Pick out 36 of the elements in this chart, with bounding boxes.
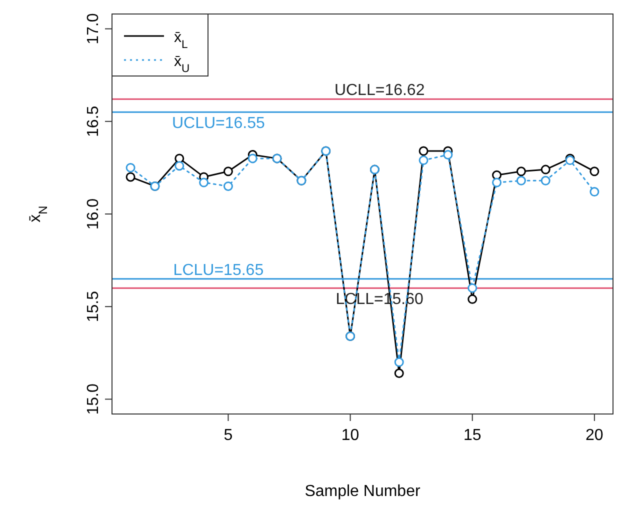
point: [492, 178, 502, 188]
point: [516, 166, 526, 176]
point: [394, 357, 404, 367]
point: [540, 176, 550, 186]
point: [468, 283, 478, 293]
point: [223, 166, 233, 176]
point: [126, 172, 136, 182]
ref-line-label: UCLL=16.62: [334, 82, 425, 100]
x-tick-label: 5: [224, 427, 233, 444]
point: [590, 187, 600, 197]
point: [174, 161, 184, 171]
x-tick-label: 10: [341, 427, 360, 444]
point: [516, 176, 526, 186]
legend-label: x̄$_{U}$: [174, 53, 190, 75]
ref-line-label: LCLU=15.65: [173, 262, 264, 279]
ref-line-label: UCLU=16.55: [172, 115, 266, 132]
point: [248, 154, 258, 164]
y-tick-label: 15.0: [85, 384, 102, 415]
point: [540, 164, 550, 174]
x-tick-label: 15: [463, 427, 482, 444]
point: [418, 146, 428, 156]
point: [223, 181, 233, 191]
y-tick-label: 16.5: [85, 106, 102, 137]
y-tick-label: 16.0: [85, 198, 102, 230]
point: [199, 178, 209, 188]
legend-label: x̄$_{L}$: [174, 29, 188, 51]
point: [590, 166, 600, 176]
point: [443, 150, 453, 160]
y-tick-label: 15.5: [85, 290, 102, 322]
point: [394, 368, 404, 378]
x-axis-title: Sample Number: [304, 483, 421, 500]
point: [468, 294, 478, 304]
x-tick-label: 20: [586, 427, 604, 444]
point: [126, 162, 136, 172]
point: [418, 156, 428, 166]
y-tick-label: 17.0: [85, 13, 102, 44]
